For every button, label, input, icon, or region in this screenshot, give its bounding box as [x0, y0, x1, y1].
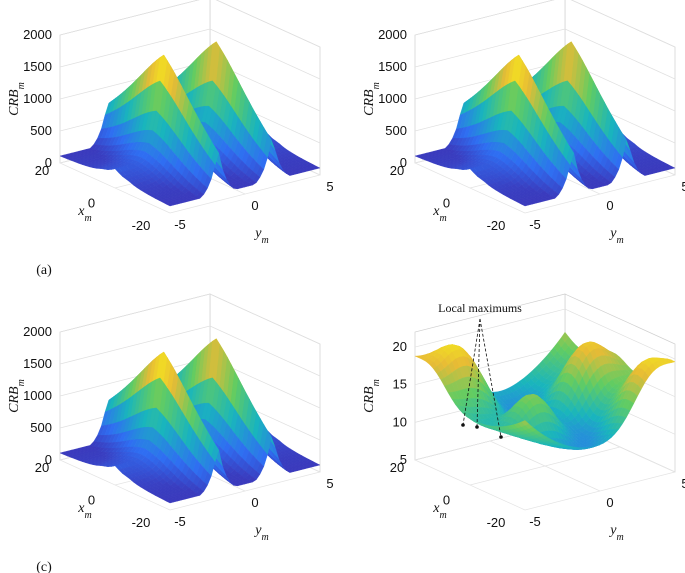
z-gridline	[209, 293, 321, 345]
surface-patch	[165, 202, 175, 207]
annotation-arrowhead	[475, 425, 479, 429]
x-axis-label: xm	[77, 204, 91, 224]
y-tick-label: 0	[606, 495, 613, 510]
z-tick-label: 15	[393, 377, 407, 392]
x-tick-label: 0	[443, 493, 450, 508]
z-tick-label: 500	[30, 123, 52, 138]
z-gridline	[59, 293, 211, 333]
z-tick-label: 1500	[378, 59, 407, 74]
x-tick-label: -20	[132, 515, 151, 530]
panel-caption: (c)	[36, 560, 52, 573]
z-tick-label: 20	[393, 339, 407, 354]
surface-plot	[414, 331, 676, 450]
z-tick-label: 1000	[23, 91, 52, 106]
z-axis-label: CRBm	[7, 82, 27, 116]
z-tick-label: 5	[400, 452, 407, 467]
z-gridline	[209, 325, 321, 377]
z-gridline	[414, 0, 555, 36]
annotation-label: Local maximums	[438, 301, 522, 315]
z-tick-label: 1000	[378, 91, 407, 106]
floor-gridline	[524, 471, 676, 511]
z-axis-label: CRBm	[7, 379, 27, 413]
y-tick-label: 5	[326, 476, 333, 491]
x-tick-label: 20	[35, 163, 49, 178]
surface-patch	[520, 202, 530, 207]
x-tick-label: -20	[487, 515, 506, 530]
y-axis-label: ym	[253, 226, 268, 246]
floor-gridline	[169, 174, 321, 214]
annotation-arrowhead	[461, 423, 465, 427]
z-gridline	[59, 325, 211, 365]
annotation-arrowhead	[499, 435, 503, 439]
surface-patch	[165, 499, 175, 504]
x-axis-label: xm	[77, 501, 91, 521]
z-gridline	[59, 60, 211, 100]
y-tick-label: -5	[529, 514, 541, 529]
z-gridline	[209, 28, 321, 80]
surface-plot	[414, 41, 676, 207]
x-tick-label: 20	[35, 460, 49, 475]
floor-gridline	[169, 471, 321, 511]
y-tick-label: -5	[174, 514, 186, 529]
x-tick-label: 0	[88, 196, 95, 211]
y-tick-label: 5	[326, 179, 333, 194]
y-tick-label: -5	[529, 217, 541, 232]
z-tick-label: 0	[45, 155, 52, 170]
z-tick-label: 1000	[23, 388, 52, 403]
x-tick-label: -20	[487, 218, 506, 233]
y-axis-label: ym	[253, 523, 268, 543]
y-tick-label: 0	[606, 198, 613, 213]
z-axis-label: CRBm	[362, 379, 382, 413]
z-tick-label: 500	[30, 420, 52, 435]
z-gridline	[564, 28, 676, 80]
y-tick-label: -5	[174, 217, 186, 232]
z-tick-label: 2000	[23, 324, 52, 339]
floor-gridline	[524, 174, 676, 214]
z-gridline	[59, 0, 200, 36]
x-axis-label: xm	[432, 204, 446, 224]
z-tick-label: 2000	[378, 27, 407, 42]
y-tick-label: 5	[681, 179, 685, 194]
z-tick-label: 1500	[23, 356, 52, 371]
z-gridline	[414, 308, 566, 348]
x-tick-label: 20	[390, 460, 404, 475]
y-tick-label: 5	[681, 476, 685, 491]
y-axis-label: ym	[608, 226, 623, 246]
floor-gridline	[489, 440, 601, 492]
z-gridline	[215, 0, 321, 48]
z-tick-label: 0	[45, 452, 52, 467]
z-tick-label: 500	[385, 123, 407, 138]
y-tick-label: 0	[251, 198, 258, 213]
z-tick-label: 10	[393, 414, 407, 429]
x-tick-label: -20	[132, 218, 151, 233]
surface-plot	[59, 41, 321, 207]
z-tick-label: 0	[400, 155, 407, 170]
x-tick-label: 0	[443, 196, 450, 211]
z-gridline	[414, 60, 566, 100]
y-tick-label: 0	[251, 495, 258, 510]
y-axis-label: ym	[608, 523, 623, 543]
z-gridline	[414, 28, 566, 68]
z-tick-label: 2000	[23, 27, 52, 42]
z-gridline	[59, 28, 211, 68]
z-gridline	[59, 357, 211, 397]
surface-plot	[59, 338, 321, 504]
x-tick-label: 0	[88, 493, 95, 508]
z-gridline	[570, 0, 676, 48]
z-axis-label: CRBm	[362, 82, 382, 116]
panel-caption: (a)	[36, 263, 52, 278]
z-tick-label: 1500	[23, 59, 52, 74]
z-gridline	[564, 308, 676, 360]
x-tick-label: 20	[390, 163, 404, 178]
